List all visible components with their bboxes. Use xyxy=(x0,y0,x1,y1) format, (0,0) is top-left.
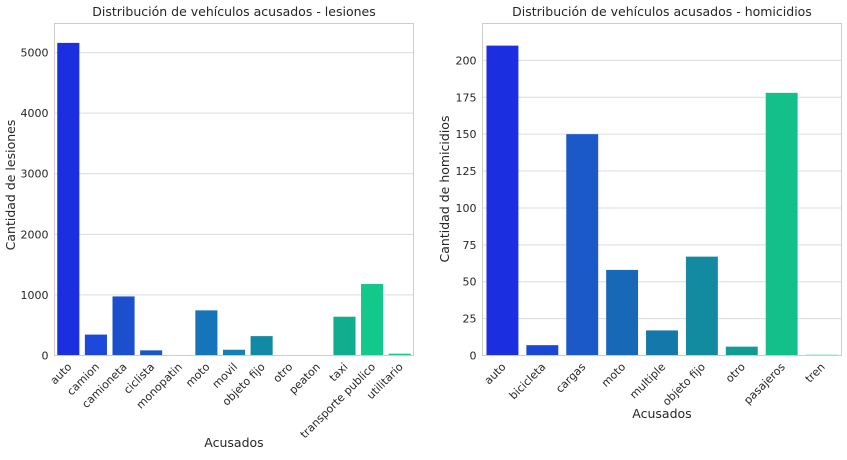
chart-title-lesiones: Distribución de vehículos acusados - les… xyxy=(92,4,375,19)
x-tick-label: peaton xyxy=(287,360,323,396)
y-tick-label: 0 xyxy=(42,350,49,363)
x-axis-label-homicidios: Acusados xyxy=(632,406,691,421)
bar-bicicleta xyxy=(526,345,559,356)
chart-homicidios: Distribución de vehículos acusados - hom… xyxy=(437,4,842,421)
y-tick-label: 200 xyxy=(456,54,477,67)
plot-frame-homicidios xyxy=(482,23,842,356)
y-tick-label: 0 xyxy=(470,350,477,363)
y-tick-label: 175 xyxy=(456,91,477,104)
bar-camion xyxy=(84,334,107,356)
y-tick-label: 2000 xyxy=(21,228,49,241)
x-tick-label: auto xyxy=(482,360,509,387)
y-tick-label: 75 xyxy=(463,239,477,252)
x-tick-label: bicicleta xyxy=(507,360,549,402)
y-tick-label: 125 xyxy=(456,165,477,178)
y-tick-label: 4000 xyxy=(21,107,49,120)
x-tick-label: moto xyxy=(599,360,629,390)
y-tick-label: 25 xyxy=(463,313,477,326)
bar-moto xyxy=(195,310,218,356)
x-tick-label: moto xyxy=(183,360,213,390)
y-tick-label: 100 xyxy=(456,202,477,215)
x-tick-label: objeto fijo xyxy=(660,360,708,408)
bar-cargas xyxy=(566,134,599,356)
y-tick-label: 150 xyxy=(456,128,477,141)
bar-auto xyxy=(486,45,519,356)
bar-multiple xyxy=(646,330,678,356)
plot-frame-lesiones xyxy=(54,23,414,356)
bar-pasajeros xyxy=(765,92,798,356)
bar-objeto-fijo xyxy=(685,256,718,356)
bar-taxi xyxy=(333,316,356,356)
bar-auto xyxy=(57,42,80,356)
x-tick-label: otro xyxy=(723,360,748,385)
x-tick-label: cargas xyxy=(553,360,588,395)
chart-title-homicidios: Distribución de vehículos acusados - hom… xyxy=(512,4,812,19)
x-tick-label: pasajeros xyxy=(741,360,788,407)
y-tick-label: 5000 xyxy=(21,47,49,60)
bar-moto xyxy=(606,269,639,356)
bar-camioneta xyxy=(112,296,135,356)
y-tick-label: 50 xyxy=(463,276,477,289)
x-tick-label: taxi xyxy=(327,360,351,384)
y-tick-label: 1000 xyxy=(21,289,49,302)
chart-lesiones: Distribución de vehículos acusados - les… xyxy=(3,4,414,450)
bar-movil xyxy=(222,349,246,356)
bar-ciclista xyxy=(140,350,163,356)
x-axis-label-lesiones: Acusados xyxy=(204,435,263,450)
bar-utilitario xyxy=(388,353,411,356)
y-tick-label: 3000 xyxy=(21,168,49,181)
bar-transporte-publico xyxy=(361,284,384,356)
y-axis-label-homicidios: Cantidad de homicidios xyxy=(437,116,452,263)
x-tick-label: multiple xyxy=(627,360,668,401)
bar-objeto-fijo xyxy=(250,336,273,356)
bar-otro xyxy=(725,346,758,356)
y-axis-label-lesiones: Cantidad de lesiones xyxy=(3,120,18,251)
x-tick-label: tren xyxy=(803,360,828,385)
